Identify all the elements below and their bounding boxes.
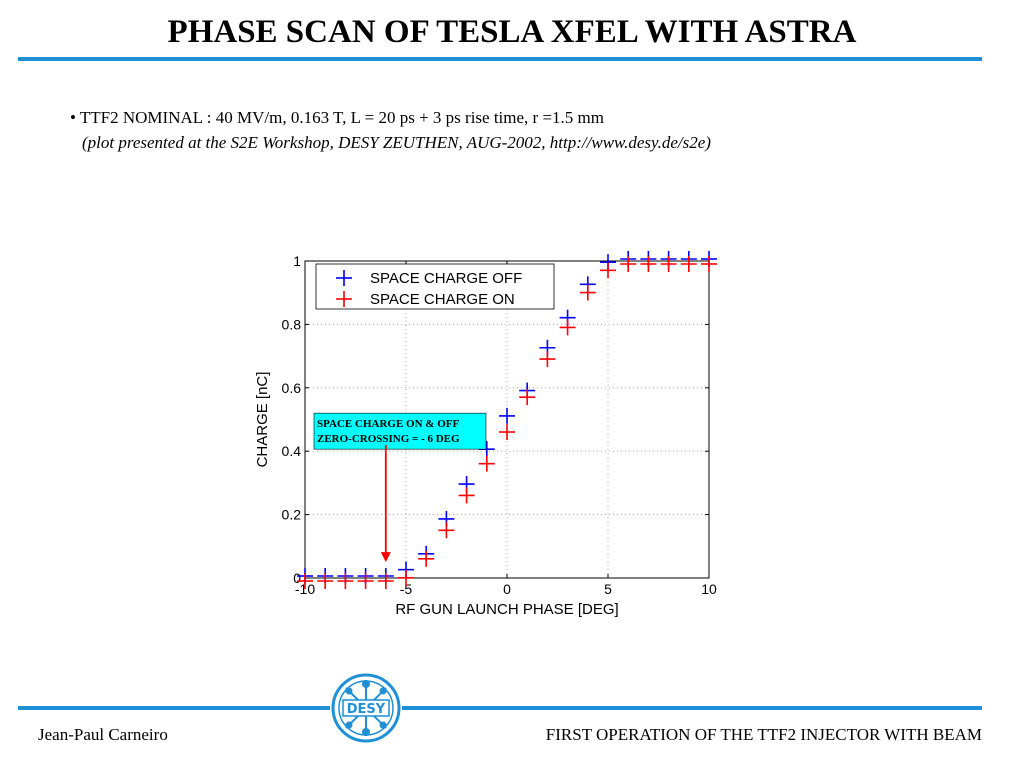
title-underline bbox=[18, 57, 982, 61]
data-point-space-charge-on bbox=[418, 550, 435, 567]
footer-talk-title: FIRST OPERATION OF THE TTF2 INJECTOR WIT… bbox=[545, 725, 982, 744]
legend-label: SPACE CHARGE ON bbox=[370, 291, 515, 308]
y-tick-label: 0.2 bbox=[282, 507, 302, 523]
parameters-bullet: • TTF2 NOMINAL : 40 MV/m, 0.163 T, L = 2… bbox=[70, 108, 604, 127]
source-note: (plot presented at the S2E Workshop, DES… bbox=[82, 133, 711, 152]
data-point-space-charge-on bbox=[337, 573, 354, 589]
y-axis-label: CHARGE [nC] bbox=[254, 372, 271, 468]
annotation-box bbox=[313, 412, 487, 450]
legend-marker bbox=[336, 291, 352, 307]
data-point-space-charge-on bbox=[398, 569, 414, 586]
data-point-space-charge-on bbox=[579, 284, 596, 301]
x-tick-label: 10 bbox=[701, 581, 717, 597]
data-point-space-charge-on bbox=[660, 256, 677, 272]
data-point-space-charge-on bbox=[458, 487, 475, 504]
slide-title: PHASE SCAN OF TESLA XFEL WITH ASTRA bbox=[167, 14, 857, 50]
data-point-space-charge-off bbox=[499, 407, 515, 424]
y-tick-label: 0.4 bbox=[282, 443, 302, 459]
data-point-space-charge-on bbox=[519, 389, 536, 406]
x-tick-label: 0 bbox=[503, 581, 511, 597]
data-point-space-charge-on bbox=[559, 319, 576, 336]
y-tick-label: 0 bbox=[293, 570, 301, 586]
data-point-space-charge-on bbox=[297, 573, 313, 589]
legend-marker bbox=[336, 270, 352, 286]
logo-lettering: DESY bbox=[347, 702, 386, 717]
data-point-space-charge-on bbox=[620, 256, 637, 272]
legend-box bbox=[315, 263, 555, 310]
x-axis-label: RF GUN LAUNCH PHASE [DEG] bbox=[395, 601, 618, 618]
y-tick-label: 0.6 bbox=[282, 380, 302, 396]
data-point-space-charge-on bbox=[499, 424, 515, 441]
data-point-space-charge-on bbox=[317, 573, 334, 589]
data-point-space-charge-on bbox=[640, 256, 657, 272]
x-tick-label: -5 bbox=[400, 581, 413, 597]
data-point-space-charge-on bbox=[680, 256, 697, 272]
x-tick-label: 5 bbox=[604, 581, 612, 597]
footer-rule-left bbox=[18, 706, 330, 710]
annotation-text: ZERO-CROSSING = - 6 DEG bbox=[317, 433, 460, 445]
data-point-space-charge-on bbox=[600, 262, 616, 279]
annotation-arrow-head bbox=[380, 552, 391, 563]
desy-logo: DESY bbox=[331, 673, 401, 743]
y-tick-label: 0.8 bbox=[282, 316, 302, 332]
y-tick-label: 1 bbox=[293, 253, 301, 269]
legend-label: SPACE CHARGE OFF bbox=[370, 270, 522, 287]
data-point-space-charge-on bbox=[478, 455, 495, 472]
data-point-space-charge-on bbox=[377, 573, 394, 589]
data-point-space-charge-on bbox=[438, 522, 455, 539]
annotation-text: SPACE CHARGE ON & OFF bbox=[317, 418, 459, 430]
data-point-space-charge-on bbox=[539, 351, 556, 368]
footer-rule-right bbox=[402, 706, 982, 710]
data-point-space-charge-on bbox=[357, 573, 374, 589]
data-point-space-charge-on bbox=[701, 256, 717, 272]
footer-author: Jean-Paul Carneiro bbox=[38, 725, 168, 744]
